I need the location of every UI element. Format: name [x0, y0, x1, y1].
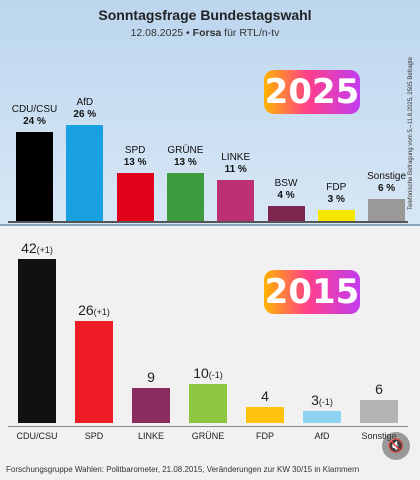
- year-badge-2015: 2015: [264, 270, 360, 314]
- panel-divider: [0, 224, 420, 226]
- value-2015-1: 26(+1): [65, 302, 123, 318]
- value-2025-4: 11 %: [224, 164, 247, 176]
- bar-2015-5: [303, 411, 341, 423]
- value-2015-2: 9: [122, 369, 180, 385]
- value-2015-3: 10(-1): [179, 365, 237, 381]
- year-badge-2025: 2025: [264, 70, 360, 114]
- value-2015-0: 42(+1): [8, 240, 66, 256]
- category-2015-2: LINKE: [137, 431, 164, 441]
- value-number-2015-4: 4: [261, 388, 269, 405]
- value-2025-7: 6 %: [377, 182, 396, 194]
- mute-icon[interactable]: 🔇: [382, 432, 410, 460]
- value-number-2015-1: 26: [78, 302, 94, 319]
- value-number-2015-3: 10: [193, 364, 209, 381]
- value-2025-3: 13 %: [173, 156, 197, 168]
- value-number-2015-0: 42: [21, 240, 37, 256]
- subtitle-date: 12.08.2025: [130, 27, 184, 39]
- category-2025-7: Sonstige: [367, 170, 407, 182]
- chart-title: Sonntagsfrage Bundestagswahl: [98, 7, 312, 23]
- label-2025-6: FDP 3 %: [306, 182, 367, 206]
- bar-2025-1: [66, 124, 104, 221]
- label-2025-0: CDU/CSU 24 %: [4, 104, 65, 128]
- axis-baseline-2015: [8, 426, 408, 427]
- category-2015-0: CDU/CSU: [16, 431, 58, 441]
- value-2025-5: 4 %: [277, 190, 295, 202]
- category-2015-5: AfD: [314, 431, 330, 441]
- category-2015-3: GRÜNE: [191, 431, 225, 441]
- bar-2025-4: [217, 180, 255, 221]
- bar-2015-1: [75, 321, 113, 423]
- category-2015-1: SPD: [84, 431, 104, 441]
- value-2025-0: 24 %: [23, 116, 46, 128]
- bar-2025-6: [317, 209, 355, 221]
- category-2025-5: BSW: [274, 178, 298, 190]
- chart-footer: Forschungsgruppe Wahlen: Politbarometer,…: [6, 465, 360, 474]
- label-2025-3: GRÜNE 13 %: [155, 145, 216, 169]
- value-2015-5: 3(-1): [293, 392, 351, 408]
- bar-2025-2: [116, 172, 154, 221]
- value-2015-4: 4: [236, 388, 294, 404]
- category-2025-2: SPD: [124, 144, 146, 156]
- value-2025-6: 3 %: [327, 193, 345, 205]
- subtitle-source: Forsa: [192, 27, 222, 39]
- bar-2015-4: [246, 407, 284, 423]
- label-2025-1: AfD 26 %: [54, 97, 115, 121]
- category-2015-4: FDP: [256, 431, 274, 441]
- label-2025-2: SPD 13 %: [105, 145, 166, 169]
- bar-2015-0: [18, 259, 56, 423]
- change-2015-1: (+1): [93, 307, 110, 318]
- value-2025-2: 13 %: [123, 156, 147, 168]
- label-2025-7: Sonstige 6 %: [356, 171, 417, 195]
- bar-2025-3: [166, 172, 204, 221]
- chart-subtitle: 12.08.2025 • Forsa für RTL/n-tv: [130, 27, 280, 39]
- label-2025-4: LINKE 11 %: [205, 152, 266, 176]
- axis-baseline-2025: [8, 221, 408, 223]
- change-2015-5: (-1): [318, 397, 333, 408]
- bar-2025-7: [368, 198, 406, 221]
- value-number-2015-6: 6: [375, 380, 383, 397]
- chart-2015-panel: [0, 226, 420, 480]
- bar-2025-0: [16, 132, 53, 221]
- value-number-2015-5: 3: [311, 392, 319, 409]
- category-2015-6: Sonstige: [361, 431, 397, 441]
- bar-2025-5: [267, 206, 305, 221]
- bar-2015-2: [132, 387, 170, 423]
- category-2025-1: AfD: [76, 96, 94, 108]
- category-2025-0: CDU/CSU: [11, 104, 58, 116]
- change-2015-3: (-1): [208, 369, 223, 380]
- subtitle-rest: für RTL/n-tv: [224, 27, 280, 39]
- value-number-2015-2: 9: [147, 368, 155, 385]
- change-2015-0: (+1): [36, 245, 53, 255]
- bar-2015-3: [189, 383, 227, 423]
- value-2025-1: 26 %: [73, 108, 97, 120]
- label-2025-5: BSW 4 %: [256, 178, 317, 202]
- category-2025-4: LINKE: [221, 152, 251, 164]
- value-2015-6: 6: [350, 381, 408, 397]
- category-2025-6: FDP: [326, 181, 347, 193]
- category-2025-3: GRÜNE: [167, 144, 204, 156]
- bar-2015-6: [360, 399, 398, 423]
